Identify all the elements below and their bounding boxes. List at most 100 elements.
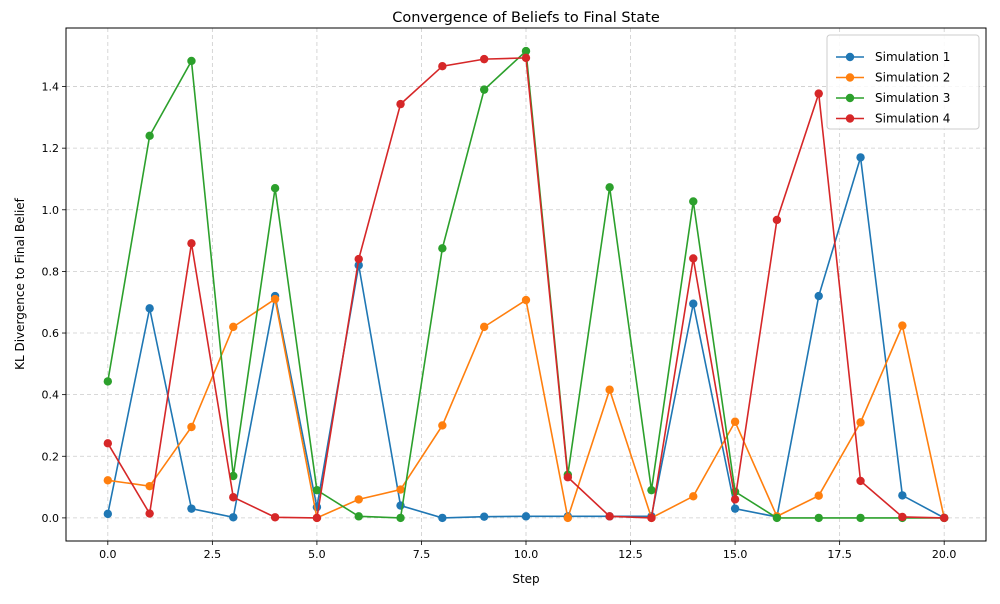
data-point	[521, 295, 531, 305]
x-tick-label: 7.5	[413, 548, 431, 561]
data-point	[354, 512, 363, 521]
data-point	[145, 481, 154, 491]
y-tick-label: 0.2	[42, 450, 60, 463]
x-tick-label: 10.0	[514, 548, 539, 561]
data-point	[521, 53, 531, 63]
data-point	[814, 491, 823, 500]
data-point	[312, 485, 322, 495]
axis-ticks: 0.0 2.5 5.0 7.5 10.0 12.5 15.0 17.5 20.0 0.0 0.2 0.…	[42, 81, 957, 561]
data-point	[270, 294, 280, 304]
data-point	[479, 85, 489, 94]
y-tick-label: 1.0	[42, 204, 60, 217]
data-point	[521, 46, 531, 56]
data-point	[939, 513, 949, 523]
data-point	[438, 421, 447, 430]
y-tick-label: 0.4	[42, 389, 60, 402]
data-point	[145, 131, 154, 141]
data-point	[730, 495, 740, 504]
data-point	[689, 299, 698, 308]
data-point	[103, 476, 113, 485]
data-point	[856, 153, 865, 162]
data-point	[396, 99, 405, 109]
data-point	[103, 509, 113, 519]
data-point	[229, 513, 238, 522]
data-point	[396, 513, 405, 523]
x-tick-label: 0.0	[99, 548, 117, 561]
legend-item-3: Simulation 3	[836, 91, 950, 105]
chart-title: Convergence of Beliefs to Final State	[392, 10, 660, 26]
data-point	[647, 513, 656, 523]
legend-item-4: Simulation 4	[836, 112, 950, 126]
y-tick-label: 1.4	[42, 81, 60, 94]
data-point	[145, 304, 154, 313]
series-4	[103, 53, 949, 523]
data-point	[856, 513, 865, 523]
data-point	[814, 513, 823, 523]
legend-swatch-marker	[845, 73, 855, 82]
legend-label: Simulation 3	[875, 91, 950, 105]
data-point	[605, 512, 614, 521]
data-point	[229, 471, 238, 481]
data-point	[103, 377, 113, 386]
data-point	[396, 485, 405, 494]
data-point	[730, 417, 740, 426]
data-point	[270, 513, 280, 522]
data-point	[479, 54, 489, 64]
legend-item-2: Simulation 2	[836, 71, 950, 85]
data-point	[814, 291, 823, 301]
data-point	[187, 56, 196, 66]
data-point	[187, 422, 196, 432]
legend-label: Simulation 2	[875, 71, 950, 85]
data-point	[187, 504, 196, 513]
legend-swatch-marker	[845, 52, 855, 62]
data-point	[856, 418, 865, 427]
legend-label: Simulation 4	[875, 112, 950, 126]
data-point	[730, 504, 740, 513]
data-point	[772, 513, 782, 523]
x-axis-label: Step	[512, 572, 539, 586]
data-point	[312, 513, 322, 523]
data-point	[479, 322, 489, 332]
x-tick-label: 17.5	[827, 548, 852, 561]
x-tick-label: 12.5	[618, 548, 643, 561]
legend-swatch-marker	[845, 93, 855, 103]
data-point	[856, 476, 865, 486]
y-tick-label: 0.0	[42, 512, 60, 525]
data-point	[563, 473, 573, 482]
data-point	[103, 439, 113, 448]
legend-item-1: Simulation 1	[836, 50, 950, 64]
data-point	[229, 322, 238, 332]
data-point	[898, 321, 907, 330]
data-point	[898, 512, 907, 522]
y-tick-label: 0.8	[42, 265, 60, 278]
data-point	[605, 385, 614, 394]
data-point	[438, 244, 447, 253]
data-point	[689, 492, 698, 501]
legend-swatch-marker	[845, 114, 855, 123]
legend-box	[826, 34, 980, 130]
data-point	[438, 513, 447, 523]
data-point	[772, 215, 782, 225]
data-point	[479, 512, 489, 521]
data-point	[647, 485, 656, 495]
x-tick-label: 2.5	[204, 548, 222, 561]
data-point	[898, 491, 907, 500]
data-point	[563, 513, 573, 523]
x-tick-label: 15.0	[723, 548, 748, 561]
legend-label: Simulation 1	[875, 50, 950, 64]
legend: Simulation 1 Simulation 2 Simulation 3 Simu…	[826, 34, 980, 130]
x-tick-label: 20.0	[932, 548, 957, 561]
y-tick-label: 0.6	[42, 327, 60, 340]
data-point	[689, 197, 698, 206]
data-point	[187, 239, 196, 248]
data-point	[605, 183, 614, 192]
data-point	[354, 495, 363, 504]
data-point	[521, 512, 531, 521]
data-point	[438, 62, 447, 71]
data-point	[270, 184, 280, 193]
data-point	[689, 254, 698, 263]
x-tick-label: 5.0	[308, 548, 326, 561]
data-point	[354, 254, 363, 264]
